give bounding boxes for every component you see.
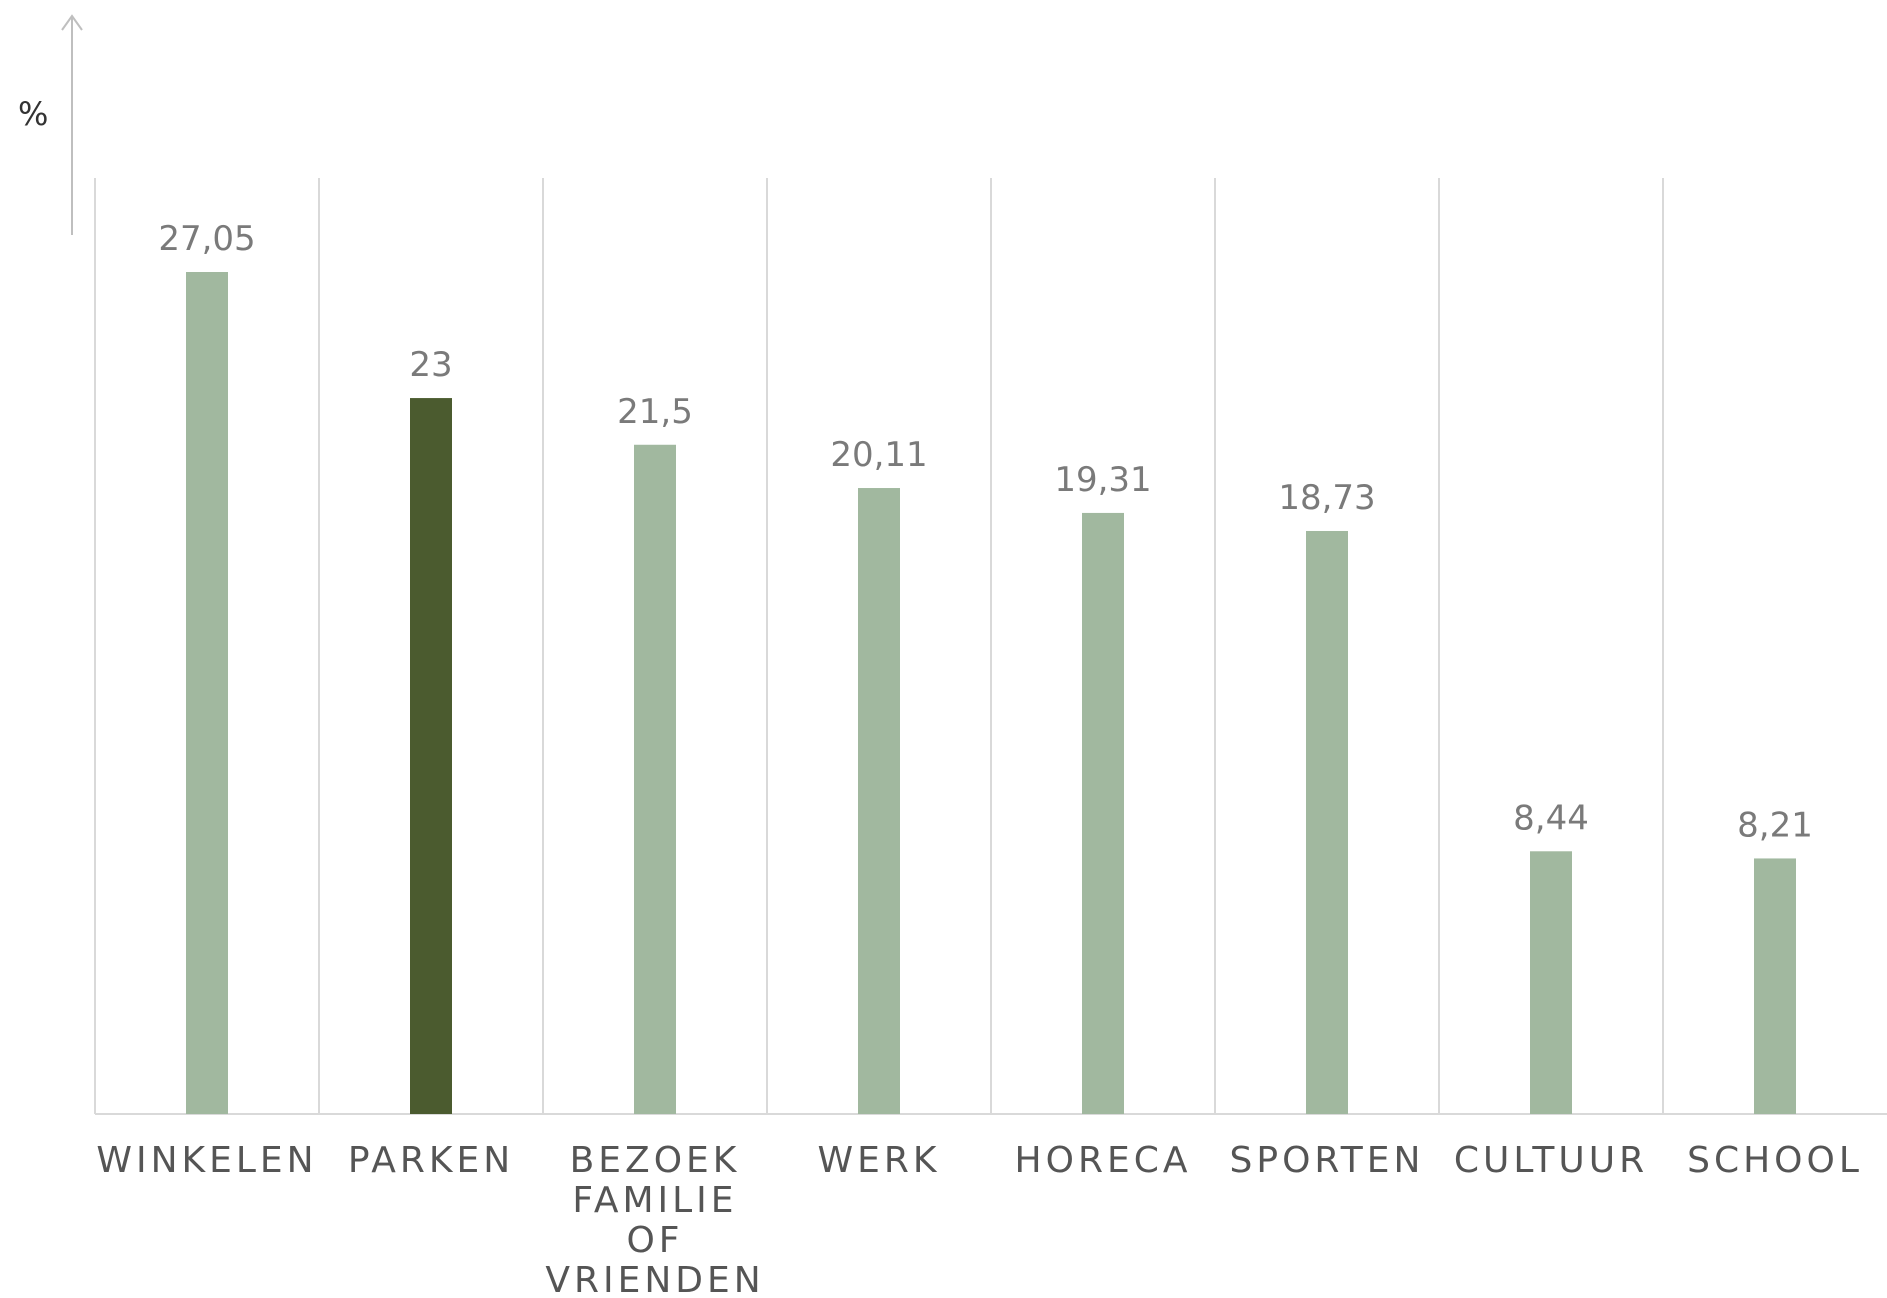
bar (858, 488, 900, 1114)
y-axis-arrow (61, 14, 83, 235)
gridlines (94, 178, 1664, 1114)
data-label: 23 (409, 345, 452, 385)
category-label-line: PARKEN (348, 1140, 514, 1181)
category-label: WERK (818, 1140, 941, 1181)
data-label: 27,05 (158, 219, 255, 259)
category-label: SPORTEN (1230, 1140, 1425, 1181)
data-label: 8,21 (1737, 805, 1813, 845)
bars (186, 272, 1796, 1115)
category-label: HORECA (1015, 1140, 1192, 1181)
category-label-line: SCHOOL (1687, 1140, 1863, 1181)
category-label-line: VRIENDEN (545, 1260, 764, 1298)
data-label: 20,11 (830, 435, 927, 475)
data-label: 8,44 (1513, 798, 1589, 838)
data-label: 19,31 (1054, 460, 1151, 500)
bar (1754, 858, 1796, 1114)
data-label: 18,73 (1278, 478, 1375, 518)
category-label-line: HORECA (1015, 1140, 1192, 1181)
category-label: WINKELEN (96, 1140, 317, 1181)
bar (410, 398, 452, 1114)
y-axis-arrow-head (61, 14, 83, 31)
bar (1082, 512, 1124, 1114)
bar (1306, 530, 1348, 1114)
category-label-line: FAMILIE (572, 1180, 737, 1221)
category-label-line: SPORTEN (1230, 1140, 1425, 1181)
category-label-line: BEZOEK (570, 1140, 741, 1181)
category-label: SCHOOL (1687, 1140, 1863, 1181)
y-axis-unit-label: % (18, 95, 48, 133)
category-label-line: CULTUUR (1454, 1140, 1648, 1181)
bar (634, 444, 676, 1115)
bar (186, 272, 228, 1114)
category-label: CULTUUR (1454, 1140, 1648, 1181)
category-label: PARKEN (348, 1140, 514, 1181)
data-label: 21,5 (617, 392, 693, 432)
category-label-line: OF (626, 1220, 683, 1261)
value-labels: 27,05 23 21,5 20,11 19,31 18,73 8,44 8,21 (158, 219, 1813, 845)
bar (1530, 851, 1572, 1114)
category-label: BEZOEK FAMILIE OF VRIENDEN (545, 1140, 764, 1298)
category-labels: WINKELEN PARKEN BEZOEK FAMILIE OF VRIENDEN WER… (96, 1140, 1863, 1298)
category-label-line: WERK (818, 1140, 941, 1181)
category-label-line: WINKELEN (96, 1140, 317, 1181)
